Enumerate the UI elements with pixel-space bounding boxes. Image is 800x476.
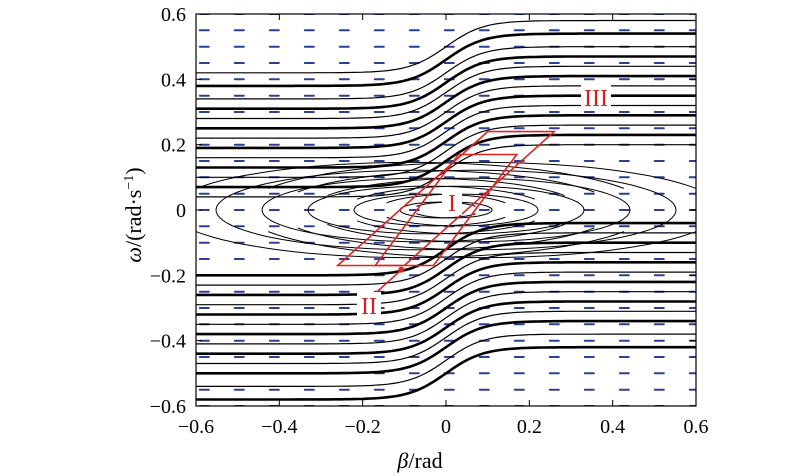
y-axis-close: ) (121, 167, 146, 174)
trajectory-line (196, 65, 696, 120)
x-tick-label: 0.2 (517, 416, 542, 438)
region-II-pointer-tip (398, 266, 405, 273)
y-tick-label: 0 (176, 200, 186, 222)
x-tick-label: 0 (441, 416, 451, 438)
trajectory-line (196, 261, 696, 316)
trajectory-line (196, 310, 696, 365)
trajectory-line (196, 46, 696, 100)
x-tick-label: −0.4 (261, 416, 297, 438)
trajectory-line (196, 333, 696, 387)
trajectory-line (196, 114, 696, 169)
spiral-trajectory-right (261, 177, 565, 243)
spiral-trajectory-right (307, 185, 536, 235)
trajectory-line (196, 241, 696, 297)
trajectory-line (196, 94, 696, 150)
region-III-label: III (584, 86, 608, 112)
trajectory-line (196, 74, 696, 130)
trajectory-line (196, 300, 696, 355)
region-II-label-box: II (357, 292, 381, 320)
vector-field (198, 14, 696, 406)
region-I-label: I (448, 191, 456, 217)
y-tick-label: −0.6 (150, 396, 186, 418)
trajectory-line (196, 124, 696, 178)
y-tick-label: 0.4 (161, 69, 186, 91)
y-axis-symbol: ω (121, 247, 146, 263)
spiral-trajectory-left (327, 177, 631, 243)
spiral-trajectory-left (297, 169, 677, 251)
region-II-boundary (335, 130, 557, 267)
trajectory-line (196, 319, 696, 375)
trajectory-line (196, 251, 696, 306)
trajectory-line (196, 232, 696, 286)
region-III-label-box: III (581, 84, 611, 112)
trajectory-line (196, 133, 696, 189)
y-axis: 0.6 0.4 0.2 0 −0.2 −0.4 −0.6 (150, 4, 696, 418)
trajectory-line (196, 345, 696, 401)
y-axis-title: ω/(rad·s−1) (121, 167, 146, 262)
y-tick-label: −0.2 (150, 265, 186, 287)
x-axis-title: β/rad (396, 448, 442, 473)
trajectory-line (196, 32, 696, 88)
x-tick-label: −0.6 (178, 416, 214, 438)
y-tick-label: −0.4 (150, 331, 186, 353)
trajectory-line (196, 291, 696, 345)
y-axis-unit: /(rad·s (121, 190, 146, 247)
spiral-trajectory-right (215, 169, 595, 251)
y-tick-label: 0.6 (161, 4, 186, 26)
region-II-label: II (361, 294, 377, 320)
x-axis-symbol: β (396, 448, 408, 473)
region-I-label-box: I (442, 189, 462, 217)
trajectory-line (196, 271, 696, 325)
spiral-trajectory-right (196, 161, 624, 259)
trajectory-line (196, 85, 696, 139)
trajectory-line (196, 19, 696, 74)
y-tick-label: 0.2 (161, 135, 186, 157)
x-axis: −0.6 −0.4 −0.2 0 0.2 0.4 0.6 (178, 14, 709, 438)
x-tick-label: 0.4 (600, 416, 625, 438)
trajectory-line (196, 280, 696, 336)
trajectory-line (196, 104, 696, 159)
y-axis-exponent: −1 (122, 175, 137, 190)
spiral-trajectory-left (268, 161, 696, 259)
trajectory-line (196, 55, 696, 110)
x-tick-label: −0.2 (345, 416, 381, 438)
plot-area (195, 13, 697, 407)
x-tick-label: 0.6 (684, 416, 709, 438)
x-axis-unit: /rad (408, 448, 442, 473)
